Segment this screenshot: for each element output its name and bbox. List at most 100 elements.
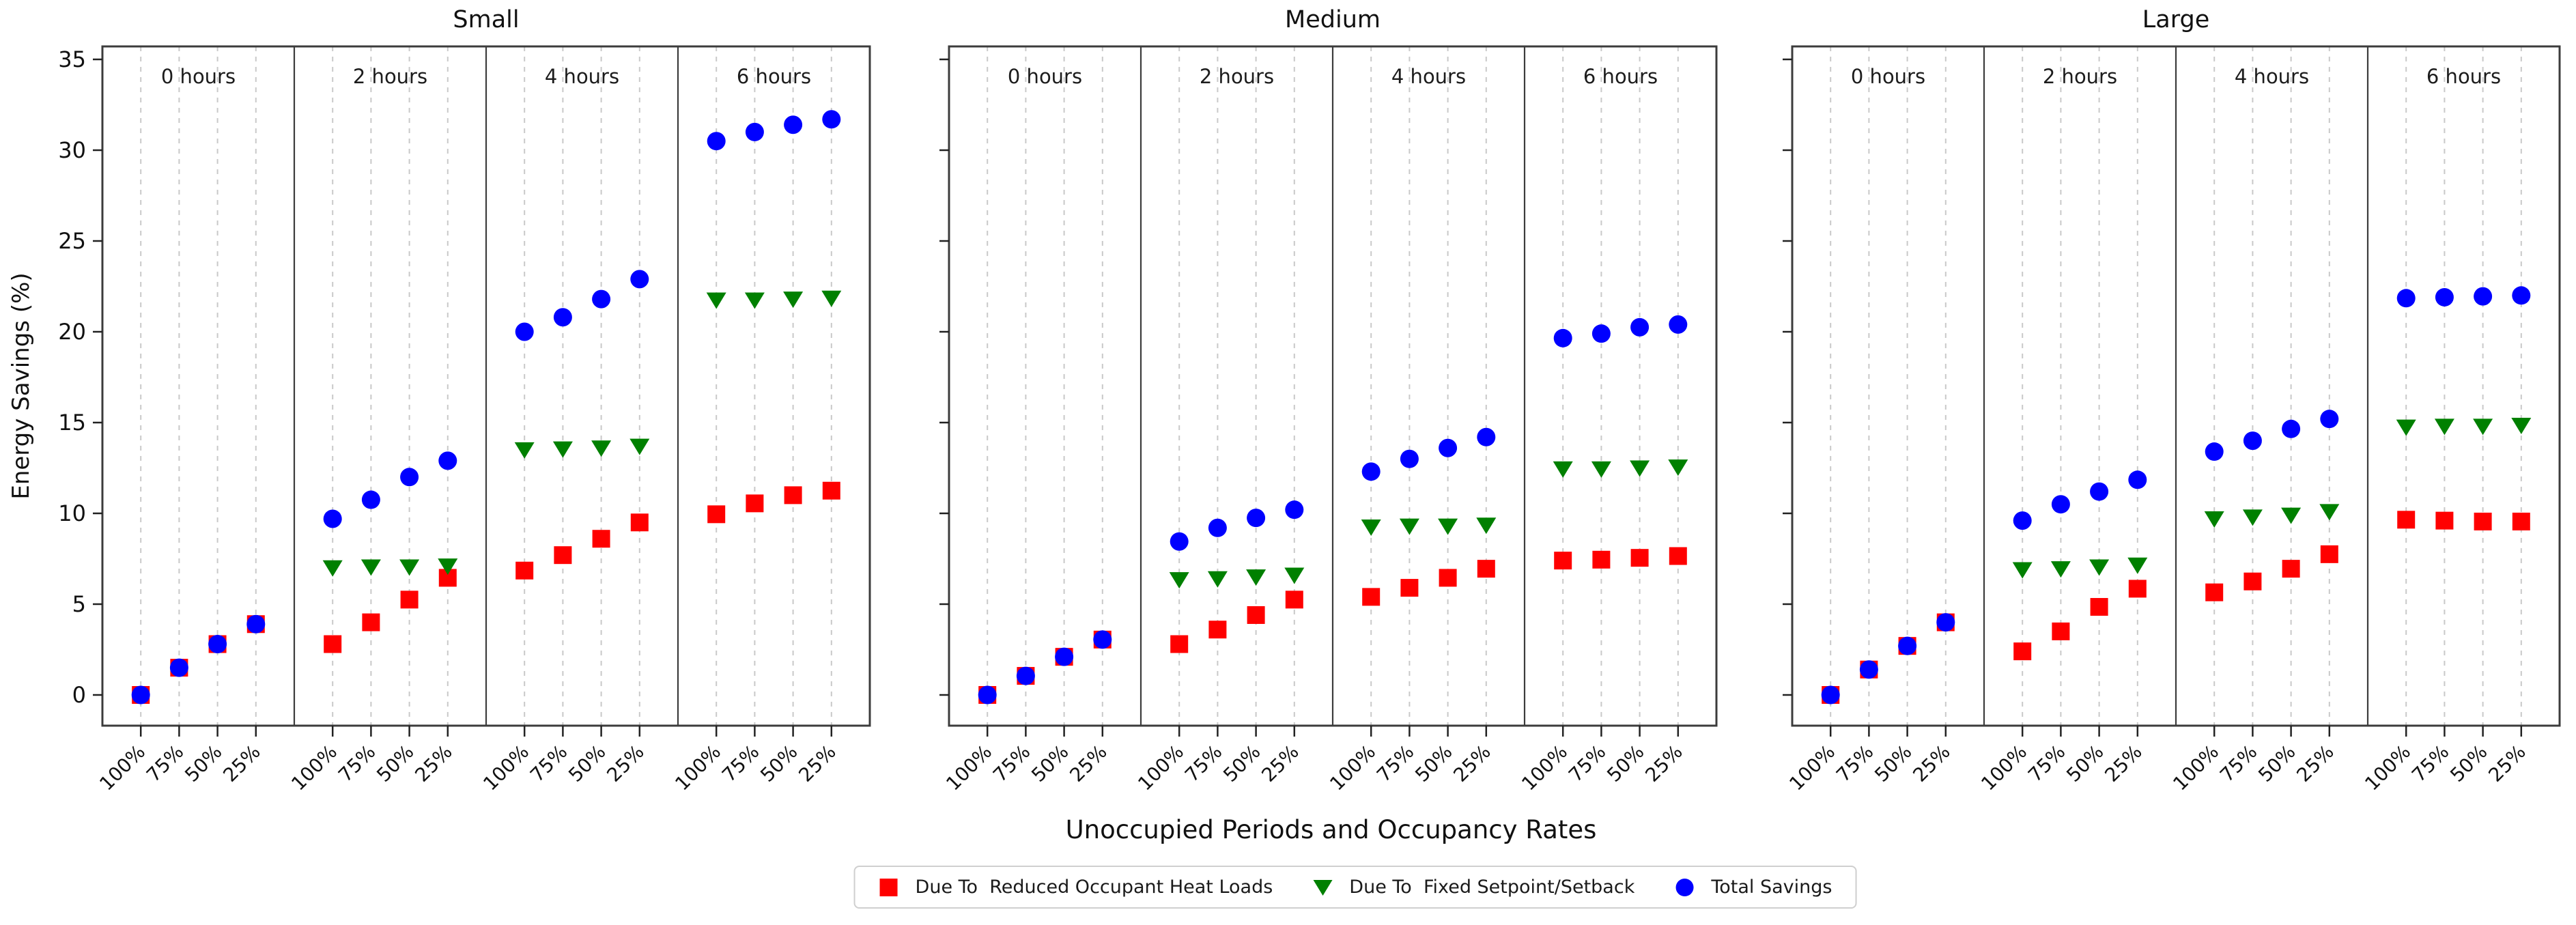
- occupant-marker: [1592, 550, 1611, 569]
- total-marker: [1439, 438, 1458, 457]
- total-marker: [1591, 324, 1611, 343]
- occupant-marker: [2435, 511, 2454, 530]
- x-tick-label: 50%: [2254, 741, 2299, 786]
- x-tick-label: 100%: [1325, 741, 1380, 795]
- total-marker: [2205, 442, 2224, 461]
- x-tick-label: 50%: [180, 741, 226, 786]
- y-axis-label: Energy Savings (%): [8, 272, 35, 499]
- occupant-marker: [1285, 590, 1303, 609]
- total-marker: [2013, 511, 2032, 530]
- x-tick-label: 75%: [989, 741, 1034, 786]
- legend-label: Total Savings: [1711, 877, 1832, 898]
- occupant-marker: [554, 546, 572, 565]
- x-tick-label: 25%: [1908, 741, 1954, 786]
- x-tick-label: 75%: [1832, 741, 1878, 786]
- setback-marker: [2204, 511, 2224, 528]
- total-marker: [1093, 630, 1112, 649]
- total-marker: [2282, 419, 2301, 438]
- x-tick-label: 25%: [794, 741, 840, 786]
- occupant-marker: [1400, 579, 1419, 597]
- setback-marker: [1169, 572, 1189, 589]
- setback-marker: [2434, 418, 2454, 436]
- setback-marker: [399, 559, 420, 576]
- x-tick-label: 50%: [2062, 741, 2108, 786]
- total-marker: [438, 451, 457, 470]
- setback-marker: [2281, 507, 2302, 524]
- total-marker: [978, 685, 997, 705]
- setback-marker: [591, 440, 612, 457]
- setback-marker: [2127, 557, 2148, 574]
- total-marker: [2396, 289, 2416, 308]
- setback-marker: [2012, 562, 2033, 579]
- total-marker: [707, 132, 726, 151]
- x-tick-label: 25%: [2292, 741, 2338, 786]
- occupant-marker: [1439, 569, 1457, 587]
- total-marker: [1821, 685, 1840, 705]
- x-tick-label: 50%: [564, 741, 610, 786]
- occupant-marker: [2282, 560, 2300, 578]
- setback-marker: [2242, 509, 2263, 526]
- occupant-marker: [1630, 549, 1649, 567]
- legend: Due To Reduced Occupant Heat Loads Due To…: [853, 866, 1857, 909]
- x-tick-label: 50%: [1219, 741, 1264, 786]
- occupant-marker: [1208, 621, 1227, 639]
- x-tick-label: 25%: [2100, 741, 2146, 786]
- panel-label: 0 hours: [161, 65, 236, 88]
- total-marker: [208, 635, 227, 654]
- total-marker: [2474, 287, 2493, 306]
- total-marker: [2090, 482, 2109, 501]
- occupant-marker: [2397, 511, 2416, 529]
- setback-marker: [552, 441, 573, 458]
- x-tick-label: 75%: [2407, 741, 2453, 786]
- occupant-marker: [2320, 545, 2338, 563]
- x-tick-label: 25%: [602, 741, 648, 786]
- setback-marker: [1399, 518, 1419, 535]
- x-tick-label: 75%: [2216, 741, 2261, 786]
- y-tick-label: 25: [58, 228, 86, 254]
- occupant-marker: [1554, 552, 1572, 570]
- occupant-marker: [1669, 547, 1687, 565]
- setback-marker: [1591, 461, 1611, 478]
- y-tick-label: 20: [58, 319, 86, 345]
- setback-marker: [1438, 518, 1458, 535]
- x-tick-label: 50%: [756, 741, 802, 786]
- total-marker: [1630, 317, 1650, 337]
- x-tick-label: 25%: [410, 741, 456, 786]
- total-marker: [1361, 462, 1381, 481]
- setback-marker: [1476, 517, 1497, 535]
- x-tick-label: 100%: [1133, 741, 1188, 795]
- total-marker: [1170, 532, 1189, 551]
- x-tick-label: 100%: [942, 741, 996, 795]
- x-tick-label: 25%: [1449, 741, 1495, 786]
- y-tick-label: 35: [58, 46, 86, 72]
- occupant-marker: [1477, 560, 1495, 578]
- x-tick-label: 100%: [1517, 741, 1572, 795]
- axes-frame: [101, 45, 871, 727]
- total-marker: [1055, 647, 1074, 666]
- occupant-marker: [515, 561, 534, 580]
- legend-item-occupant: Due To Reduced Occupant Heat Loads: [879, 877, 1273, 898]
- setback-marker: [438, 558, 458, 575]
- setback-marker: [744, 292, 765, 309]
- x-tick-label: 75%: [1372, 741, 1418, 786]
- total-marker: [323, 509, 342, 528]
- setback-marker: [514, 442, 535, 459]
- total-marker: [553, 308, 572, 327]
- setback-marker: [1284, 567, 1305, 584]
- circle-icon: [1675, 878, 1694, 896]
- x-axis-label: Unoccupied Periods and Occupancy Rates: [1066, 815, 1597, 844]
- setback-marker: [1630, 460, 1650, 477]
- total-marker: [169, 658, 188, 677]
- x-tick-label: 75%: [718, 741, 763, 786]
- total-marker: [1208, 518, 1227, 537]
- total-marker: [2512, 286, 2531, 305]
- occupant-marker: [2205, 583, 2224, 601]
- x-tick-label: 25%: [1257, 741, 1303, 786]
- setback-marker: [1207, 571, 1228, 588]
- occupant-marker: [2512, 512, 2530, 530]
- x-tick-label: 75%: [1180, 741, 1226, 786]
- legend-label: Due To Reduced Occupant Heat Loads: [915, 877, 1273, 898]
- total-marker: [1936, 613, 1955, 632]
